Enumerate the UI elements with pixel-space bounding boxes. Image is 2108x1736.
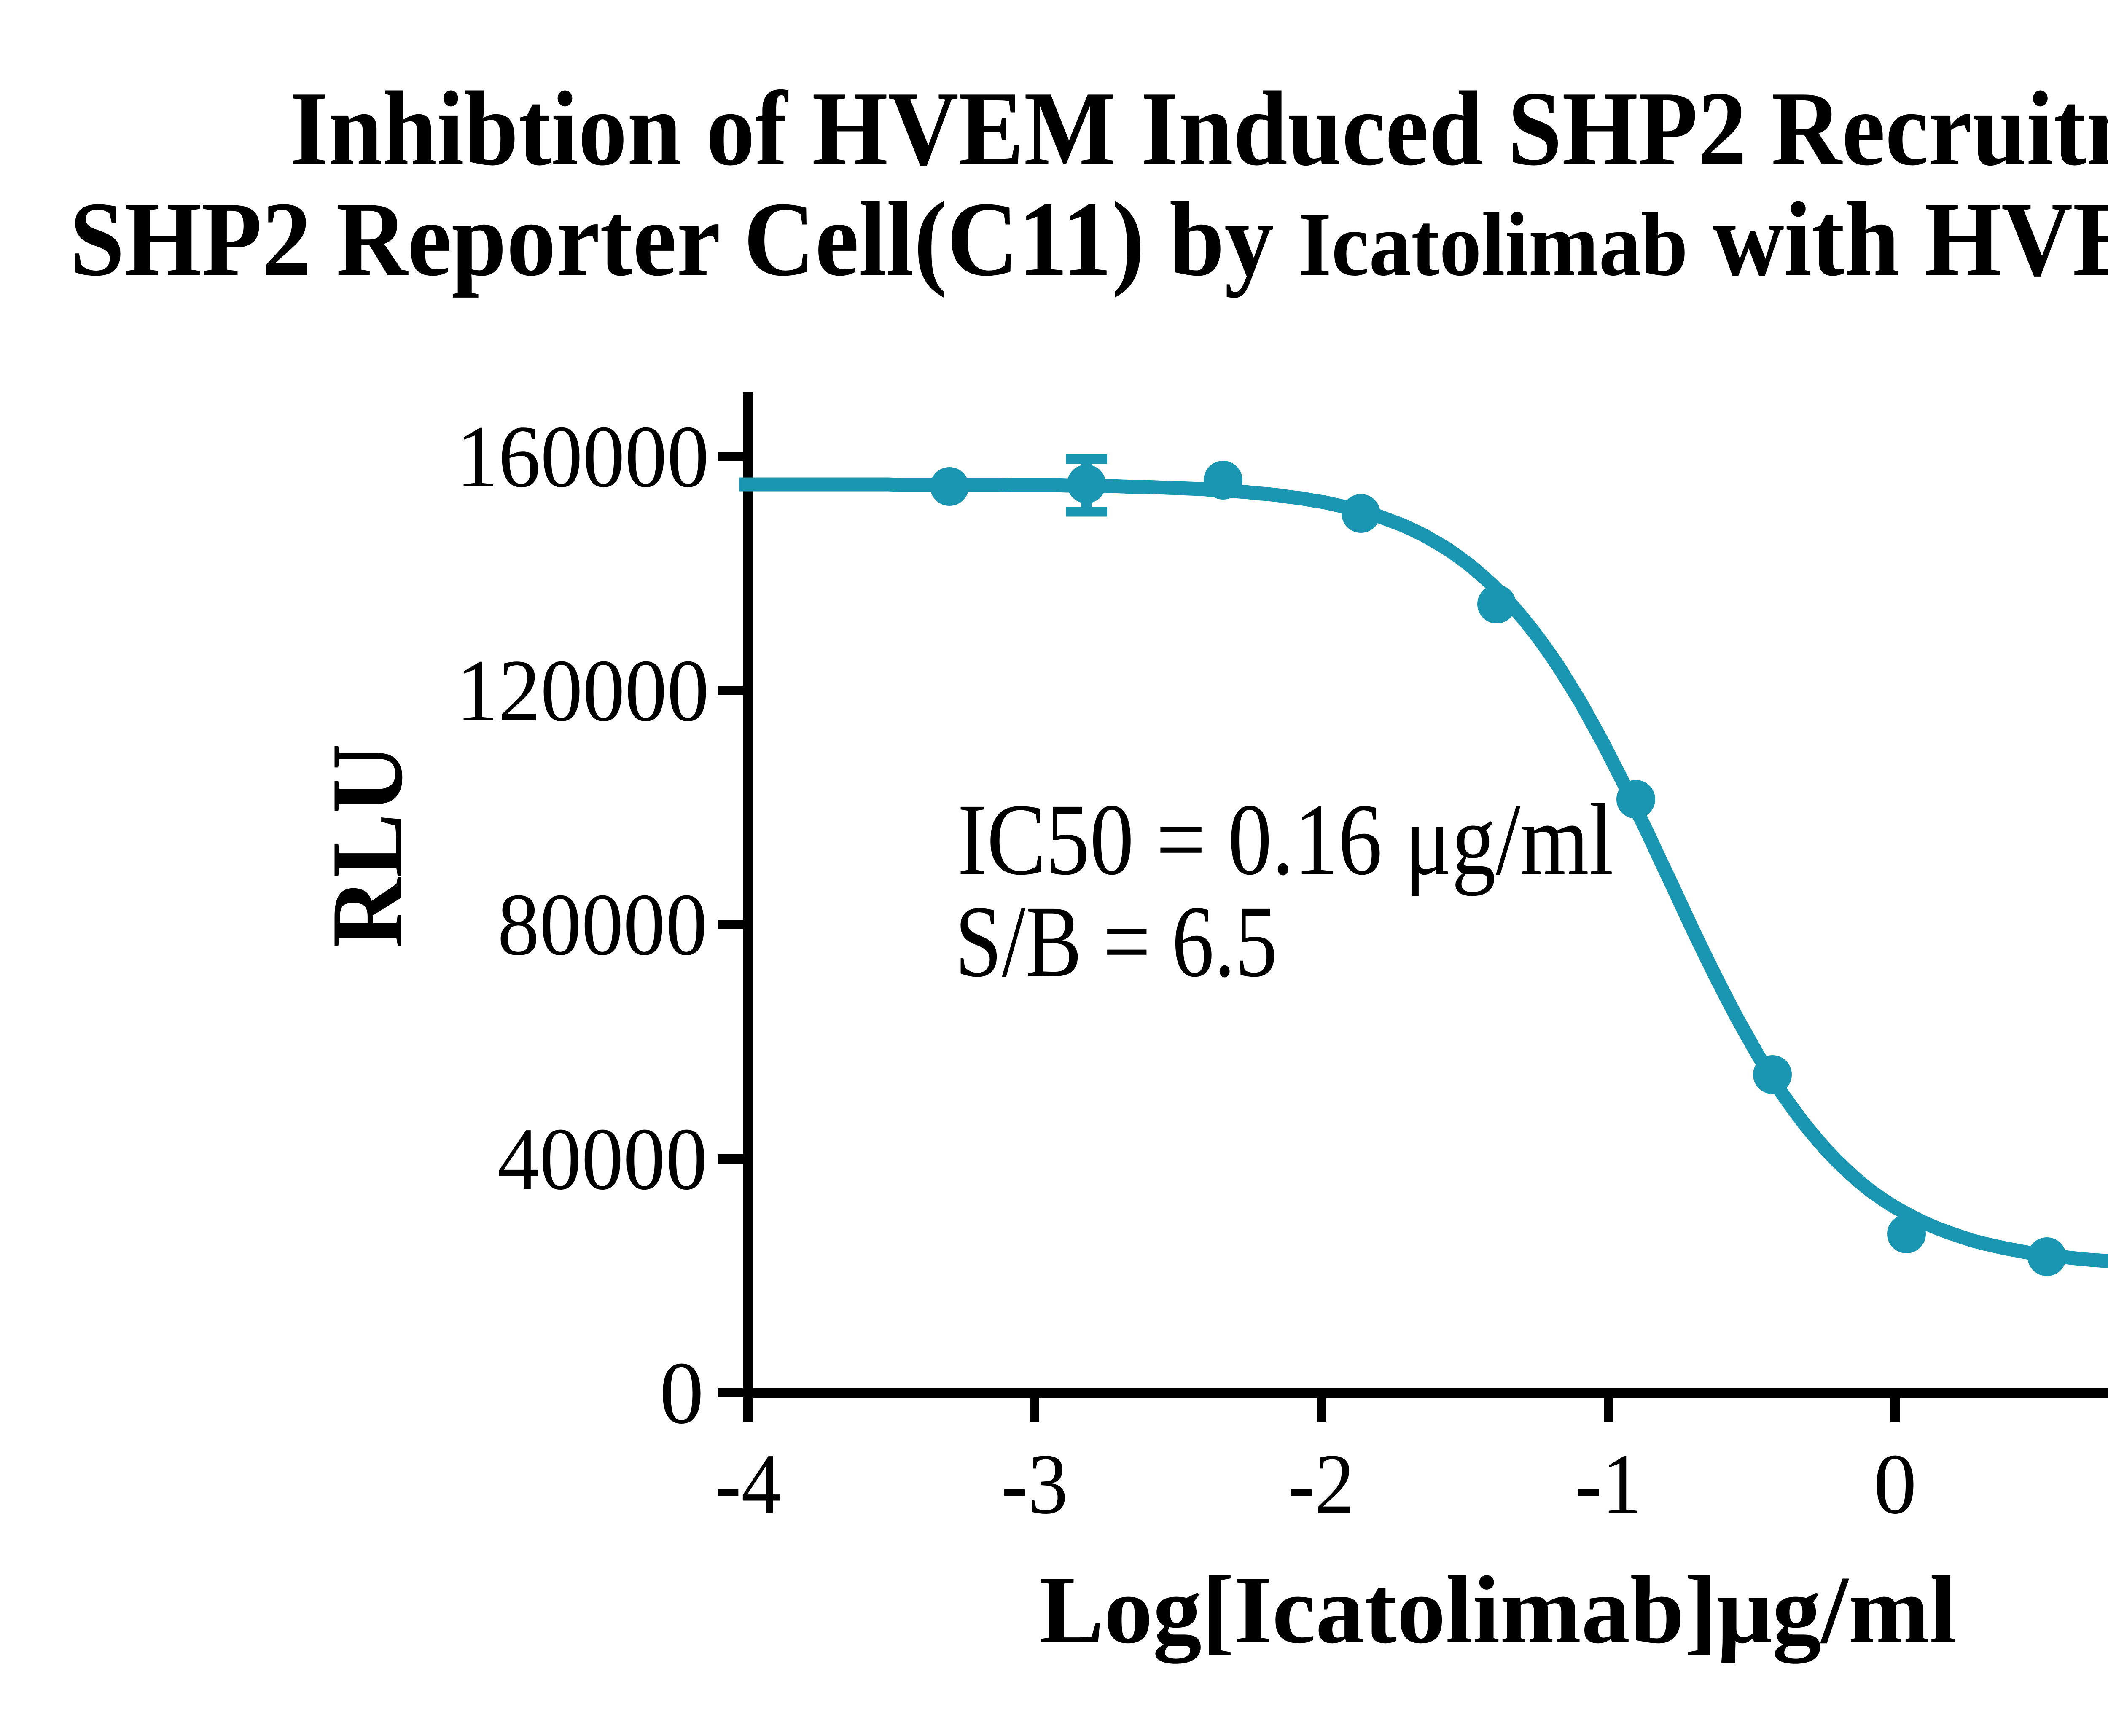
svg-text:-1: -1: [1575, 1436, 1642, 1532]
svg-text:Log[Icatolimab]μg/ml: Log[Icatolimab]μg/ml: [1039, 1556, 1957, 1664]
svg-text:-2: -2: [1288, 1436, 1355, 1532]
svg-text:0: 0: [659, 1344, 704, 1442]
svg-text:40000: 40000: [497, 1110, 707, 1208]
svg-text:S/B = 6.5: S/B = 6.5: [955, 884, 1277, 998]
svg-text:IC50 = 0.16 μg/ml: IC50 = 0.16 μg/ml: [957, 782, 1613, 896]
svg-text:80000: 80000: [497, 875, 707, 974]
svg-text:RLU: RLU: [311, 744, 424, 948]
svg-text:0: 0: [1874, 1436, 1917, 1532]
svg-text:-3: -3: [1001, 1436, 1068, 1532]
svg-text:120000: 120000: [456, 641, 709, 740]
svg-text:Inhibtion of HVEM Induced SHP2: Inhibtion of HVEM Induced SHP2 Recruitme…: [290, 70, 2108, 188]
svg-text:160000: 160000: [456, 407, 709, 506]
svg-text:SHP2 Reporter Cell(C11) by Ic: SHP2 Reporter Cell(C11) by Icatolimab wi…: [70, 180, 2108, 298]
svg-text:-4: -4: [715, 1436, 781, 1532]
